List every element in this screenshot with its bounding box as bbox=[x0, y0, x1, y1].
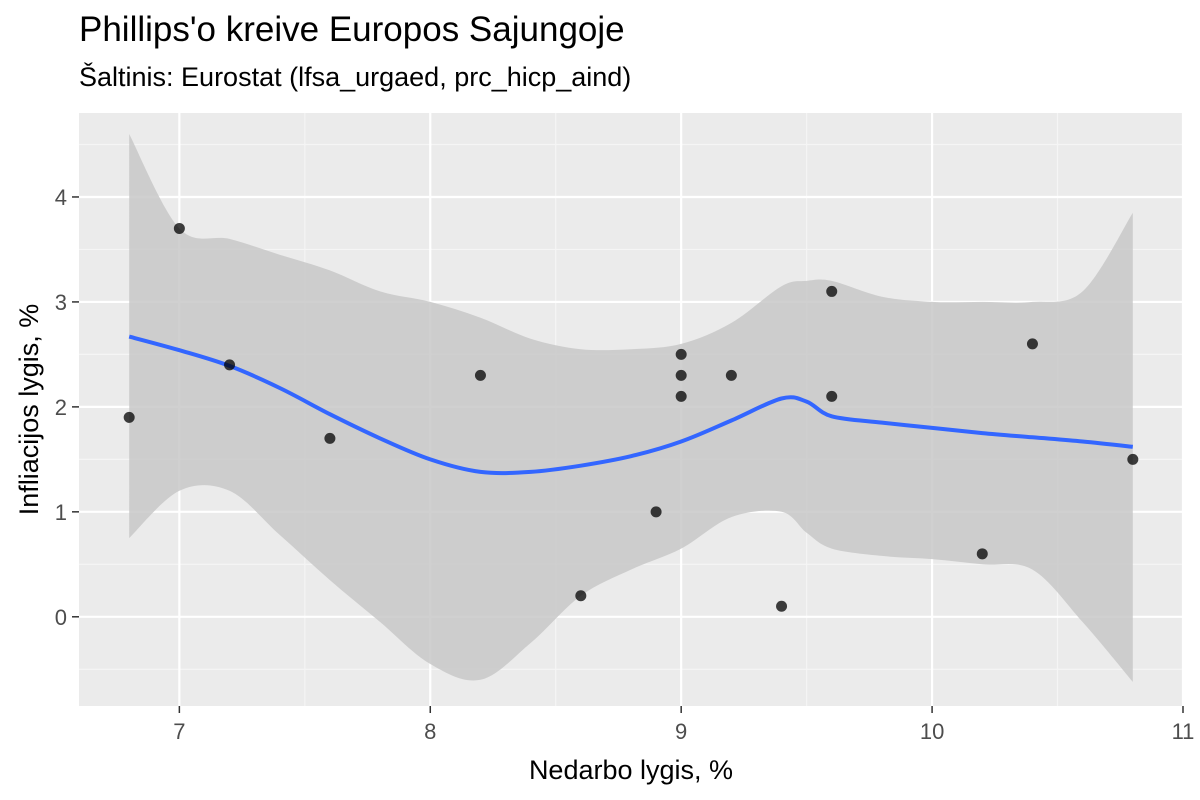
x-tick-label: 9 bbox=[675, 719, 687, 744]
y-tick-label: 0 bbox=[55, 605, 67, 630]
y-tick-label: 3 bbox=[55, 290, 67, 315]
data-point bbox=[826, 285, 838, 297]
data-point bbox=[575, 590, 587, 602]
data-points bbox=[123, 222, 1139, 612]
data-point bbox=[1026, 338, 1038, 350]
data-point bbox=[675, 348, 687, 360]
data-point bbox=[976, 548, 988, 560]
data-point bbox=[725, 369, 737, 381]
x-axis-ticks: 7 8 9 10 11 bbox=[173, 706, 1194, 744]
y-tick-label: 2 bbox=[55, 395, 67, 420]
data-point bbox=[675, 369, 687, 381]
data-point bbox=[1127, 453, 1139, 465]
x-tick-label: 8 bbox=[424, 719, 436, 744]
confidence-ribbon bbox=[129, 134, 1133, 682]
chart-subtitle: Šaltinis: Eurostat (lfsa_urgaed, prc_hic… bbox=[79, 62, 632, 92]
data-point bbox=[474, 369, 486, 381]
data-point bbox=[826, 390, 838, 402]
x-axis-label: Nedarbo lygis, % bbox=[529, 755, 733, 785]
x-tick-label: 7 bbox=[173, 719, 185, 744]
data-point bbox=[776, 600, 788, 612]
smooth-line bbox=[128, 334, 1134, 476]
y-axis-label: Infliacijos lygis, % bbox=[14, 304, 44, 516]
x-tick-label: 11 bbox=[1172, 719, 1195, 744]
data-point bbox=[224, 359, 236, 371]
x-tick-label: 10 bbox=[920, 719, 944, 744]
y-tick-label: 4 bbox=[55, 185, 67, 210]
data-point bbox=[650, 506, 662, 518]
y-tick-label: 1 bbox=[55, 500, 67, 525]
y-axis-ticks: 0 1 2 3 4 bbox=[55, 185, 79, 630]
data-point bbox=[324, 432, 336, 444]
data-point bbox=[675, 390, 687, 402]
chart-title: Phillips'o kreive Europos Sajungoje bbox=[79, 10, 625, 49]
data-point bbox=[173, 222, 185, 234]
data-point bbox=[123, 411, 135, 423]
